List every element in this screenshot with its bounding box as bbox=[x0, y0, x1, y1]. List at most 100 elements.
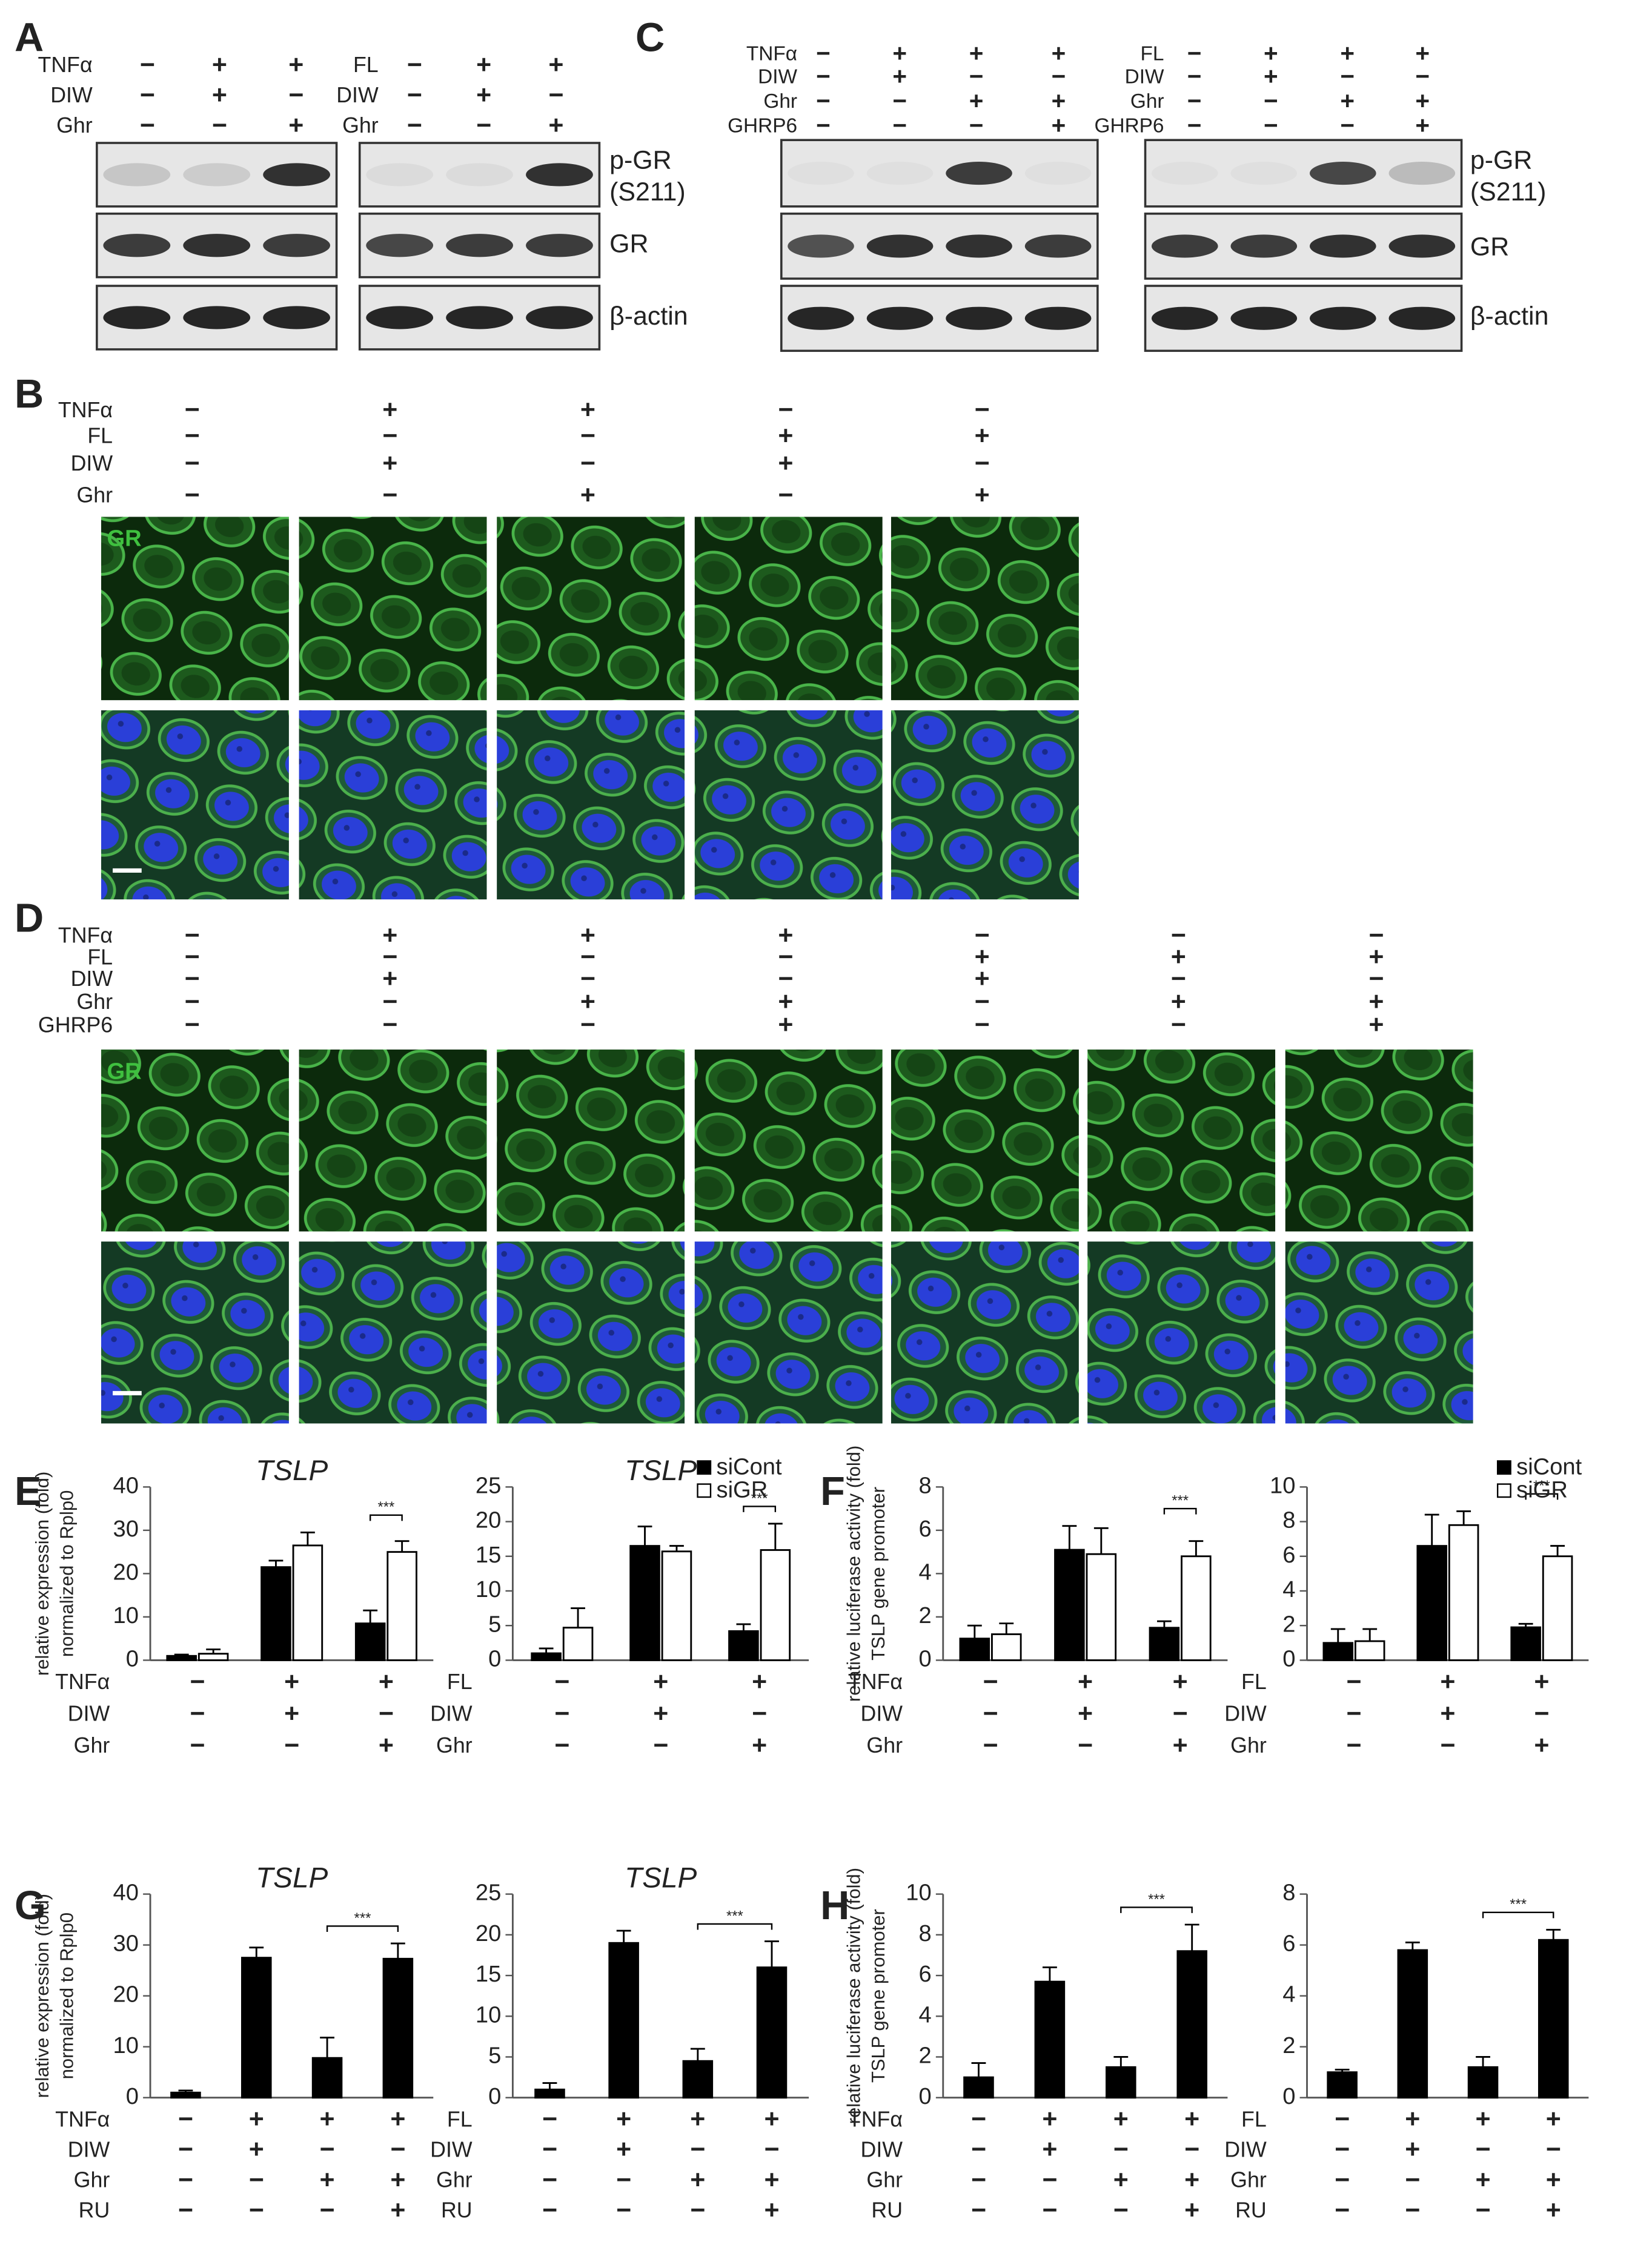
condition-sign: − bbox=[1346, 1731, 1361, 1760]
condition-sign: − bbox=[1368, 921, 1384, 950]
legend-swatch bbox=[1496, 1460, 1511, 1475]
condition-sign: − bbox=[382, 422, 397, 451]
condition-sign: − bbox=[1335, 2104, 1350, 2134]
condition-sign: − bbox=[816, 111, 831, 139]
error-bar bbox=[971, 2062, 986, 2078]
condition-sign: − bbox=[778, 395, 793, 425]
bar bbox=[260, 1566, 291, 1661]
y-tick-label: 6 bbox=[1282, 1931, 1295, 1957]
error-bar bbox=[539, 1647, 554, 1653]
condition-label: FL bbox=[447, 2107, 473, 2131]
condition-sign: − bbox=[554, 1667, 569, 1696]
blot-band bbox=[526, 306, 593, 329]
significance-label: *** bbox=[354, 1910, 371, 1926]
micrograph bbox=[1285, 1241, 1473, 1424]
condition-label: Ghr bbox=[74, 2167, 110, 2192]
bar bbox=[959, 1638, 990, 1661]
condition-sign: − bbox=[390, 2135, 405, 2164]
y-tick-label: 20 bbox=[113, 1559, 139, 1585]
condition-sign: − bbox=[778, 480, 793, 509]
significance-bracket bbox=[1120, 1906, 1193, 1913]
condition-sign: − bbox=[975, 987, 990, 1016]
condition-label: DIW bbox=[50, 83, 93, 107]
stain-label: GR bbox=[107, 526, 142, 552]
condition-sign: − bbox=[616, 2195, 631, 2224]
y-axis-label: TSLP gene promoter bbox=[867, 1909, 889, 2083]
y-tick-label: 0 bbox=[1282, 2083, 1295, 2109]
bar bbox=[534, 2088, 565, 2099]
condition-sign: + bbox=[382, 395, 397, 425]
condition-sign: + bbox=[1042, 2104, 1057, 2134]
blot-band bbox=[1230, 306, 1298, 330]
condition-sign: + bbox=[580, 395, 595, 425]
significance-bracket bbox=[1163, 1507, 1197, 1515]
condition-sign: − bbox=[284, 1731, 299, 1760]
condition-sign: + bbox=[764, 2104, 779, 2134]
blot-label: β-actin bbox=[1470, 302, 1549, 331]
condition-sign: − bbox=[140, 50, 155, 79]
condition-sign: − bbox=[580, 449, 595, 478]
panel-letter: C bbox=[635, 15, 665, 60]
micrograph bbox=[1087, 1050, 1276, 1232]
condition-sign: + bbox=[616, 2104, 631, 2134]
condition-sign: + bbox=[1534, 1731, 1549, 1760]
bar bbox=[354, 1622, 386, 1661]
panel-letter: H bbox=[820, 1883, 849, 1928]
condition-sign: − bbox=[1546, 2135, 1561, 2164]
condition-sign: − bbox=[190, 1699, 205, 1728]
condition-label: TNFα bbox=[848, 2107, 903, 2131]
panel-letter: F bbox=[820, 1469, 845, 1514]
error-bar bbox=[1424, 1513, 1439, 1546]
blot-band bbox=[446, 163, 513, 187]
error-bar bbox=[616, 1929, 631, 1943]
condition-sign: + bbox=[1052, 39, 1066, 67]
condition-sign: − bbox=[185, 1010, 200, 1039]
blot-band bbox=[103, 163, 171, 187]
condition-sign: + bbox=[476, 81, 491, 110]
significance-bracket bbox=[1525, 1493, 1559, 1500]
condition-sign: + bbox=[752, 1667, 767, 1696]
micrograph bbox=[101, 710, 289, 900]
error-bar bbox=[571, 1607, 585, 1628]
condition-sign: − bbox=[969, 111, 984, 139]
blot-band bbox=[263, 306, 331, 329]
blot-band bbox=[788, 306, 854, 330]
micrograph bbox=[497, 1050, 685, 1232]
condition-sign: + bbox=[212, 50, 227, 79]
condition-label: DIW bbox=[758, 66, 797, 88]
condition-sign: + bbox=[975, 480, 990, 509]
condition-sign: + bbox=[1440, 1699, 1455, 1728]
y-axis-label: relative expression (fold) bbox=[32, 1894, 53, 2098]
error-bar bbox=[206, 1648, 221, 1654]
condition-sign: + bbox=[892, 62, 907, 90]
condition-label: RU bbox=[1235, 2198, 1267, 2222]
blot-label: (S211) bbox=[1470, 177, 1547, 207]
condition-sign: + bbox=[1184, 2165, 1199, 2194]
bar bbox=[531, 1652, 562, 1661]
condition-sign: − bbox=[983, 1667, 998, 1696]
condition-sign: − bbox=[1368, 964, 1384, 993]
bar bbox=[1542, 1555, 1573, 1661]
condition-sign: − bbox=[407, 81, 422, 110]
condition-sign: − bbox=[1171, 921, 1186, 950]
condition-sign: − bbox=[1340, 62, 1355, 90]
bar bbox=[1176, 1950, 1207, 2099]
blot-strip bbox=[1144, 139, 1463, 208]
blot-band bbox=[263, 234, 331, 257]
condition-label: FL bbox=[1241, 2107, 1267, 2131]
error-bar bbox=[1476, 2056, 1490, 2068]
condition-sign: + bbox=[752, 1731, 767, 1760]
condition-sign: − bbox=[1171, 964, 1186, 993]
condition-label: DIW bbox=[861, 2137, 903, 2161]
blot-band bbox=[526, 163, 593, 187]
error-bar bbox=[268, 1559, 284, 1567]
condition-sign: − bbox=[971, 2195, 986, 2224]
error-bar bbox=[542, 2082, 557, 2090]
y-tick-label: 10 bbox=[476, 1576, 501, 1602]
y-tick-label: 30 bbox=[113, 1931, 139, 1957]
condition-sign: − bbox=[1264, 87, 1278, 114]
legend-label: siGR bbox=[717, 1477, 768, 1503]
y-tick-label: 2 bbox=[1282, 2032, 1295, 2058]
condition-sign: + bbox=[580, 987, 595, 1016]
